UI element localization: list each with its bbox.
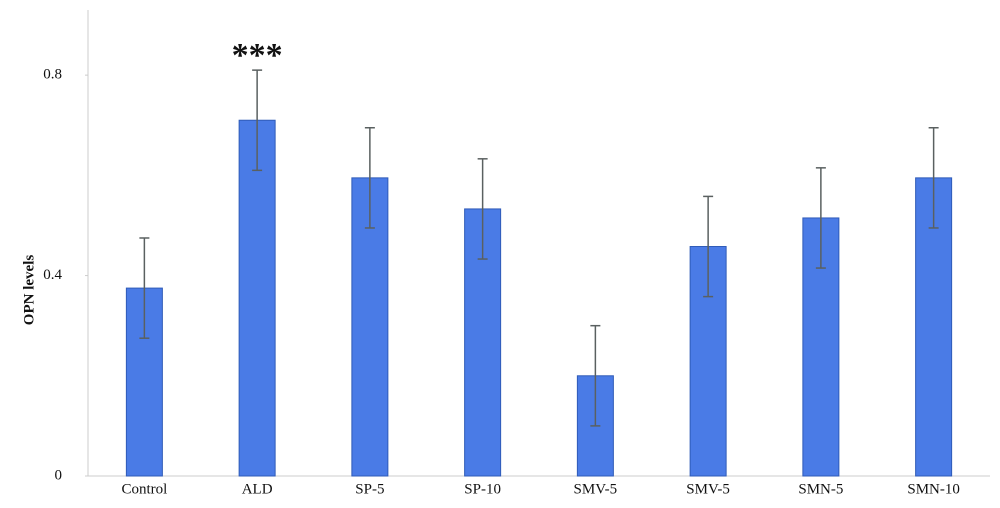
- error-bar: [139, 237, 150, 339]
- bar: [689, 246, 727, 477]
- bar: [238, 119, 276, 477]
- x-tick-label: Control: [121, 481, 167, 497]
- bar: [915, 177, 953, 477]
- error-bar: [815, 167, 826, 269]
- y-axis-label: OPN levels: [21, 255, 37, 326]
- x-tick-label: SMV-5: [574, 481, 618, 497]
- error-bar: [928, 127, 939, 229]
- x-tick-label: SMN-10: [907, 481, 960, 497]
- y-tick-label: 0: [55, 467, 63, 483]
- error-bar: [364, 127, 375, 229]
- x-tick-label: SMV-5: [686, 481, 730, 497]
- error-bar: [477, 158, 488, 260]
- x-tick-label: ALD: [242, 481, 273, 497]
- y-tick-label: 0.8: [43, 67, 62, 83]
- error-bar: [703, 195, 714, 298]
- x-tick-label: SMN-5: [798, 481, 843, 497]
- error-bar: [252, 69, 263, 172]
- x-tick-label: SP-10: [464, 481, 501, 497]
- y-tick-label: 0.4: [43, 267, 62, 283]
- error-bar: [590, 324, 601, 427]
- x-tick-label: SP-5: [355, 481, 384, 497]
- annotation: ***: [232, 37, 283, 74]
